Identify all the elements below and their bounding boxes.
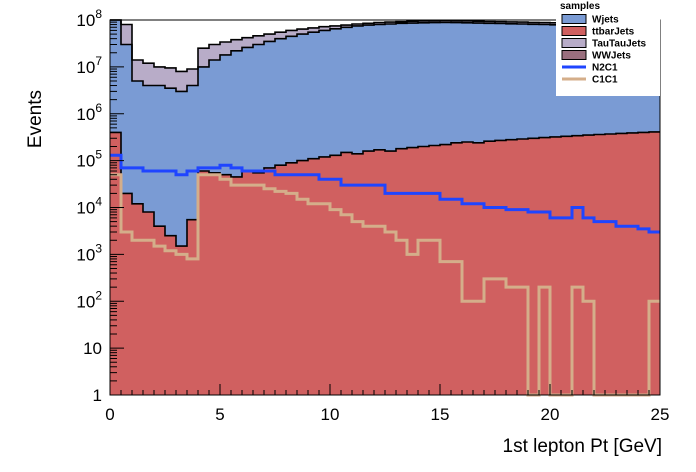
x-axis-title: 1st lepton Pt [GeV] [503,436,662,457]
x-tick-label: 25 [651,405,670,424]
y-tick-label: 104 [76,195,102,218]
legend-swatch-tautaujets [561,38,587,48]
series-line-n2c1 [110,153,660,234]
stack-fill-ttbarjets [110,131,660,395]
y-tick-label: 1 [93,386,102,405]
y-axis-ticks: 1 10 102 103 104 105 106 107 108 [76,7,124,405]
legend-label-c1c1: C1C1 [592,75,618,86]
y-tick-label: 102 [76,288,102,311]
y-tick-label: 103 [76,241,102,264]
y-tick-label: 105 [76,148,102,171]
x-tick-label: 10 [321,405,340,424]
legend-swatch-ttbarjets [561,26,587,36]
plot-area [110,19,660,397]
legend-title: samples [560,1,600,12]
y-tick-label: 106 [76,101,102,124]
x-axis-ticks: 0 5 10 15 20 25 [105,384,669,424]
legend: samples WjetsttbarJetsTauTauJetsWWJetsN2C… [556,0,660,96]
y-tick-label: 108 [76,7,102,30]
legend-label-n2c1: N2C1 [592,63,618,74]
legend-label-tautaujets: TauTauJets [592,39,647,50]
y-tick-label: 10 [83,339,102,358]
x-tick-label: 20 [541,405,560,424]
stack-outline-ttbarjets [110,131,660,247]
legend-label-ttbarjets: ttbarJets [592,27,635,38]
legend-label-wwjets: WWJets [592,51,631,62]
x-tick-label: 0 [105,405,114,424]
y-tick-label: 107 [76,54,102,77]
legend-swatch-wwjets [561,50,587,60]
x-tick-label: 5 [215,405,224,424]
legend-label-wjets: Wjets [592,15,619,26]
y-axis-title: Events [25,90,46,148]
x-tick-label: 15 [431,405,450,424]
legend-swatch-wjets [561,14,587,24]
